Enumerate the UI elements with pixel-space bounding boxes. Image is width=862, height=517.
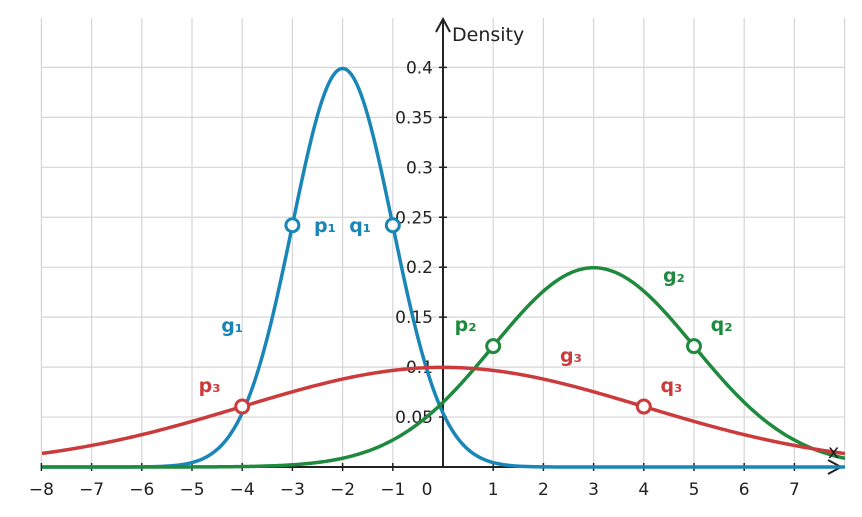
x-tick-label: −4 xyxy=(230,480,255,500)
marked-points xyxy=(234,217,702,415)
tick-labels: −8 −7 −6 −5 −4 −3 −2 −1 0 1 2 3 4 5 6 70.050.10.150.20.… xyxy=(29,58,800,500)
point-label-q1: q₁ xyxy=(349,215,371,237)
x-tick-label: −8 xyxy=(29,480,54,500)
x-tick-label: 6 xyxy=(739,480,750,500)
x-tick-label: 2 xyxy=(538,480,549,500)
x-tick-label: 1 xyxy=(488,480,499,500)
series-label-g1: g₁ xyxy=(221,315,243,337)
x-tick-label: 0 xyxy=(422,480,433,500)
y-tick-label: 0.2 xyxy=(406,258,433,278)
x-tick-label: 3 xyxy=(588,480,599,500)
x-tick-label: −7 xyxy=(79,480,104,500)
curve-g3 xyxy=(41,365,846,456)
point-p1 xyxy=(284,217,301,234)
y-tick-label: 0.35 xyxy=(395,108,433,128)
point-label-q2: q₂ xyxy=(711,314,733,336)
point-label-p1: p₁ xyxy=(314,215,336,237)
curve-g2 xyxy=(42,265,846,469)
x-tick-label: −1 xyxy=(380,480,405,500)
x-tick-label: −5 xyxy=(179,480,204,500)
series-label-g3: g₃ xyxy=(560,345,582,367)
y-tick-label: 0.3 xyxy=(406,158,433,178)
x-tick-label: 7 xyxy=(789,480,800,500)
point-q3 xyxy=(635,398,652,415)
curve-labels: g₁ p₁ q₁ g₂ p₂ q₂ g₃ p₃ q₃ xyxy=(199,215,733,397)
y-tick-label: 0.4 xyxy=(406,58,433,78)
series-label-g2: g₂ xyxy=(663,265,685,287)
point-label-q3: q₃ xyxy=(660,375,682,397)
x-tick-label: 4 xyxy=(638,480,649,500)
x-axis-label: x xyxy=(828,441,839,463)
y-axis-label: Density xyxy=(452,24,524,46)
y-tick-label: 0.25 xyxy=(395,208,433,228)
curves xyxy=(41,66,846,469)
x-tick-label: −2 xyxy=(330,480,355,500)
point-p2 xyxy=(485,338,502,355)
point-label-p2: p₂ xyxy=(455,314,477,336)
y-axis-arrow xyxy=(435,16,451,33)
x-tick-label: −6 xyxy=(129,480,154,500)
x-tick-label: −3 xyxy=(280,480,305,500)
point-label-p3: p₃ xyxy=(199,375,221,397)
x-tick-label: 5 xyxy=(689,480,700,500)
point-q2 xyxy=(686,338,702,355)
point-q1 xyxy=(384,217,401,234)
point-p3 xyxy=(234,398,251,415)
y-tick-label: 0.05 xyxy=(395,408,433,428)
